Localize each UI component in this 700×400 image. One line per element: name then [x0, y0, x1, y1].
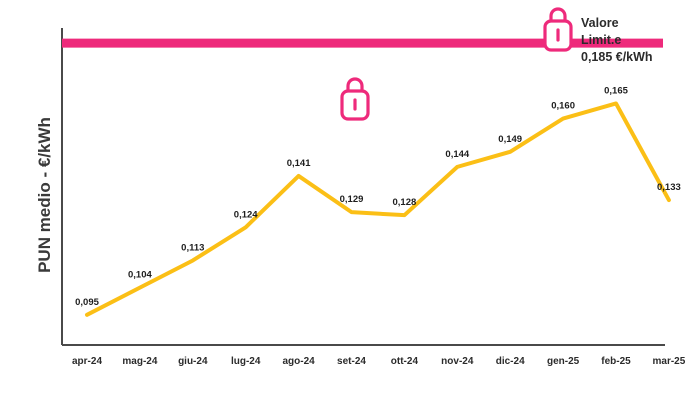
x-tick-label: set-24 [337, 356, 366, 367]
x-tick-label: giu-24 [178, 356, 208, 367]
x-tick-label: dic-24 [496, 356, 525, 367]
data-label: 0,141 [287, 158, 311, 169]
x-tick-label: lug-24 [231, 356, 261, 367]
x-tick-labels: apr-24 mag-24 giu-24 lug-24 ago-24 set-24 ott-… [72, 356, 686, 367]
data-label: 0,165 [604, 85, 628, 96]
x-tick-label: gen-25 [547, 356, 580, 367]
data-label: 0,160 [551, 101, 575, 112]
x-tick-label: mar-25 [652, 356, 685, 367]
x-tick-label: feb-25 [601, 356, 631, 367]
padlock-icon [543, 7, 573, 52]
x-tick-label: ago-24 [282, 356, 315, 367]
padlock-icon [340, 77, 370, 121]
limit-legend: Valore Limit.e 0,185 €/kWh [543, 7, 653, 64]
data-label: 0,133 [657, 182, 681, 193]
data-labels: 0,095 0,104 0,113 0,124 0,141 0,129 0,128 0,144… [75, 85, 681, 307]
data-label: 0,113 [181, 242, 204, 253]
data-label: 0,124 [234, 209, 258, 220]
data-label: 0,104 [128, 270, 152, 281]
x-tick-label: apr-24 [72, 356, 102, 367]
x-tick-label: mag-24 [122, 356, 157, 367]
x-tick-label: nov-24 [441, 356, 474, 367]
limit-label-line-1: Valore [581, 16, 619, 30]
data-label: 0,095 [75, 297, 99, 308]
y-axis-title: PUN medio - €/kWh [35, 117, 54, 273]
series-line [85, 101, 671, 317]
x-tick-label: ott-24 [391, 356, 419, 367]
data-label: 0,129 [340, 194, 364, 205]
data-label: 0,144 [445, 149, 469, 160]
data-label: 0,128 [393, 197, 417, 208]
data-label: 0,149 [498, 134, 522, 145]
limit-label-line-3: 0,185 €/kWh [581, 50, 653, 64]
limit-label-line-2: Limit.e [581, 33, 621, 47]
